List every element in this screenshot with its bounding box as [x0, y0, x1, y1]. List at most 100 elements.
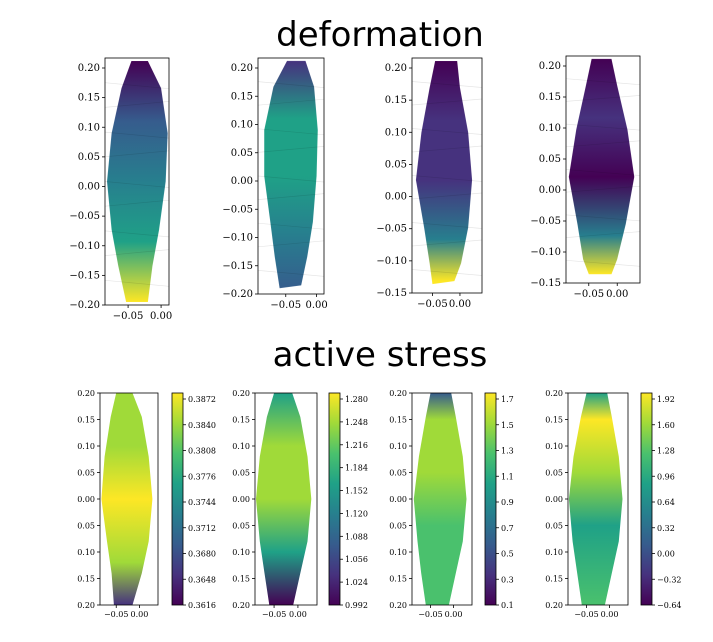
- y-tick-label: 0.05: [78, 152, 100, 163]
- y-tick-label: 0.15: [232, 575, 250, 584]
- mesh-line: [257, 240, 325, 248]
- colorbar-tick-label: 0.5: [501, 550, 514, 559]
- y-tick-label: 0.10: [78, 122, 100, 133]
- y-tick-label: 0.05: [539, 154, 561, 165]
- y-tick-label: 0.20: [389, 389, 407, 398]
- colorbar-tick-label: 0.64: [657, 498, 675, 507]
- y-tick-label: 0.00: [77, 495, 95, 504]
- x-tick-label: 0.00: [289, 610, 307, 619]
- x-tick-label: −0.05: [270, 300, 301, 311]
- y-tick-label: 0.10: [545, 442, 563, 451]
- y-tick-label: 0.00: [231, 176, 253, 187]
- y-tick-label: 0.20: [78, 63, 100, 74]
- mesh-line: [565, 95, 641, 102]
- colorbar-tick-label: 1.60: [657, 421, 675, 430]
- y-tick-label: 0.00: [232, 495, 250, 504]
- mesh-line: [257, 81, 325, 88]
- y-tick-label: 0.05: [389, 522, 407, 531]
- mesh-line: [411, 222, 483, 229]
- colorbar-tick-label: −0.64: [657, 601, 682, 610]
- colorbar-tick-label: 0.3680: [188, 550, 216, 559]
- colorbar-tick-label: 0.3648: [188, 575, 216, 584]
- y-tick-label: 0.05: [545, 469, 563, 478]
- y-tick-label: 0.20: [77, 389, 95, 398]
- colorbar-tick-label: 0.1: [501, 601, 514, 610]
- x-tick-label: −0.05: [417, 299, 448, 310]
- colorbar-tick-label: 0.96: [657, 472, 675, 481]
- colorbar-tick-label: 1.216: [345, 441, 368, 450]
- y-tick-label: −0.10: [222, 233, 253, 244]
- mesh-line: [411, 81, 483, 88]
- colorbar-tick-label: 0.3808: [188, 447, 216, 456]
- mesh-line: [565, 169, 641, 176]
- axes-frame: [565, 55, 641, 284]
- y-tick-label: −0.10: [376, 256, 407, 267]
- y-tick-label: −0.10: [69, 241, 100, 252]
- y-tick-label: −0.05: [376, 224, 407, 235]
- mesh-line: [257, 98, 325, 106]
- mesh-lines: [104, 82, 170, 287]
- x-tick-label: −0.05: [262, 610, 287, 619]
- x-tick-label: 0.00: [601, 610, 619, 619]
- colorbar-tick-label: 0.3616: [188, 601, 216, 610]
- colorbar-tick-label: 1.024: [345, 578, 368, 587]
- colorbar-tick-label: 1.7: [501, 395, 514, 404]
- colorbar: 1.92 1.60 1.28 0.96 0.64 0.32 0.00 −0.32 −0.64: [640, 392, 682, 610]
- mesh-line: [565, 140, 641, 148]
- domain-field: [101, 393, 153, 605]
- colorbar-tick-label: 0.7: [501, 524, 514, 533]
- y-tick-label: 0.15: [77, 416, 95, 425]
- y-tick-label: 0.20: [389, 601, 407, 610]
- section-title-active-stress: active stress: [273, 335, 488, 375]
- colorbar-tick-label: 0.992: [345, 601, 368, 610]
- x-tick-label: −0.05: [574, 610, 599, 619]
- y-tick-label: 0.20: [77, 601, 95, 610]
- y-tick-label: 0.10: [77, 442, 95, 451]
- y-tick-label: −0.15: [530, 278, 561, 289]
- domain-field: [413, 393, 467, 605]
- y-tick-label: 0.10: [77, 548, 95, 557]
- colorbar-tick-label: 0.3712: [188, 524, 216, 533]
- mesh-line: [565, 78, 641, 86]
- y-tick-label: −0.20: [69, 300, 100, 311]
- colorbar-scale: [328, 392, 341, 606]
- chart-panel-6: 0.20 0.15 0.10 0.05 0.00 0.05 0.10 0.15 0.20 −0.0…: [232, 389, 368, 619]
- colorbar: 1.7 1.5 1.3 1.1 0.9 0.7 0.5 0.3 0.1: [484, 392, 514, 610]
- colorbar-tick-label: 1.248: [345, 418, 368, 427]
- colorbar-tick-label: 0.32: [657, 524, 675, 533]
- y-tick-label: 0.15: [78, 93, 100, 104]
- y-tick-label: 0.20: [545, 389, 563, 398]
- y-tick-label: 0.15: [385, 95, 407, 106]
- mesh-line: [565, 214, 641, 222]
- x-tick-label: 0.00: [305, 300, 327, 311]
- mesh-line: [104, 230, 170, 238]
- domain-field: [256, 393, 312, 605]
- y-tick-label: 0.00: [545, 495, 563, 504]
- domain-field: [568, 393, 623, 605]
- y-tick-label: 0.15: [389, 575, 407, 584]
- mesh-line: [257, 270, 325, 277]
- colorbar-tick-label: 0.00: [657, 550, 675, 559]
- y-tick-label: −0.10: [530, 247, 561, 258]
- chart-panel-8: 0.20 0.15 0.10 0.05 0.00 0.05 0.10 0.15 0.20 −0.0…: [545, 389, 681, 619]
- y-tick-label: 0.20: [545, 601, 563, 610]
- mesh-line: [411, 192, 483, 200]
- x-tick-label: 0.00: [606, 289, 628, 300]
- mesh-line: [104, 249, 170, 256]
- mesh-lines: [411, 81, 483, 276]
- y-tick-label: 0.10: [231, 120, 253, 131]
- y-tick-label: 0.15: [231, 91, 253, 102]
- x-tick-label: 0.00: [445, 610, 463, 619]
- y-tick-label: 0.00: [389, 495, 407, 504]
- mesh-line: [411, 269, 483, 276]
- y-tick-label: 0.10: [539, 123, 561, 134]
- x-tick-label: 0.00: [449, 299, 471, 310]
- y-tick-label: 0.10: [385, 127, 407, 138]
- colorbar-tick-label: 1.3: [501, 447, 514, 456]
- y-tick-label: 0.05: [77, 469, 95, 478]
- colorbar-tick-label: 1.056: [345, 555, 368, 564]
- mesh-lines: [257, 81, 325, 277]
- colorbar-scale: [171, 392, 184, 606]
- domain-field: [106, 60, 169, 303]
- x-tick-label: 0.00: [150, 311, 172, 322]
